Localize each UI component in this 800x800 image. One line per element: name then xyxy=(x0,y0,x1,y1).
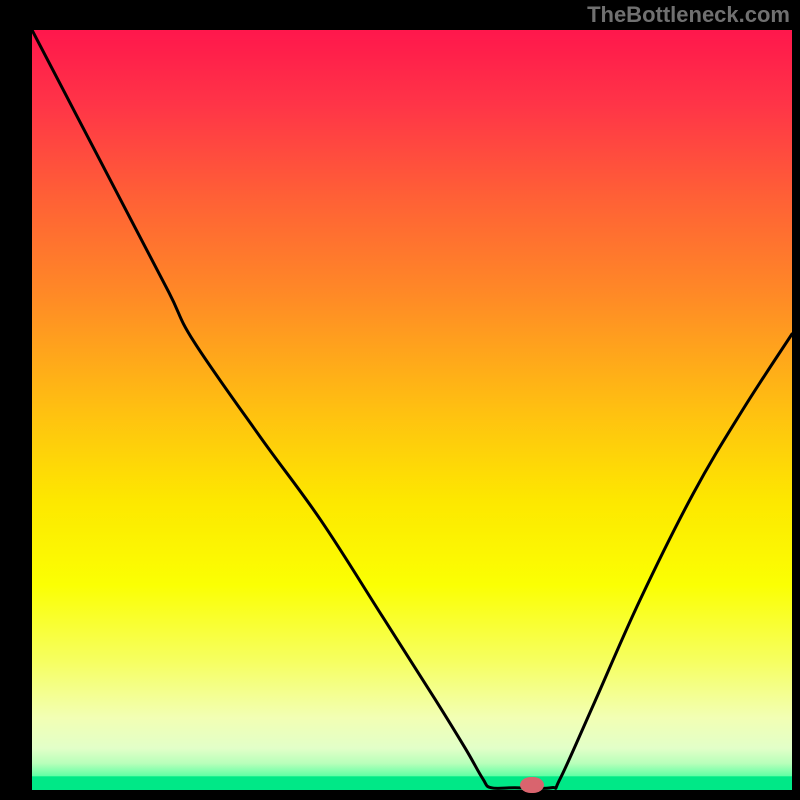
chart-frame: { "watermark": { "text": "TheBottleneck.… xyxy=(0,0,800,800)
gradient-background xyxy=(32,30,792,790)
plot-area xyxy=(32,30,792,790)
bottleneck-marker xyxy=(520,777,544,793)
watermark: TheBottleneck.com xyxy=(587,2,790,28)
watermark-text: TheBottleneck.com xyxy=(587,2,790,27)
